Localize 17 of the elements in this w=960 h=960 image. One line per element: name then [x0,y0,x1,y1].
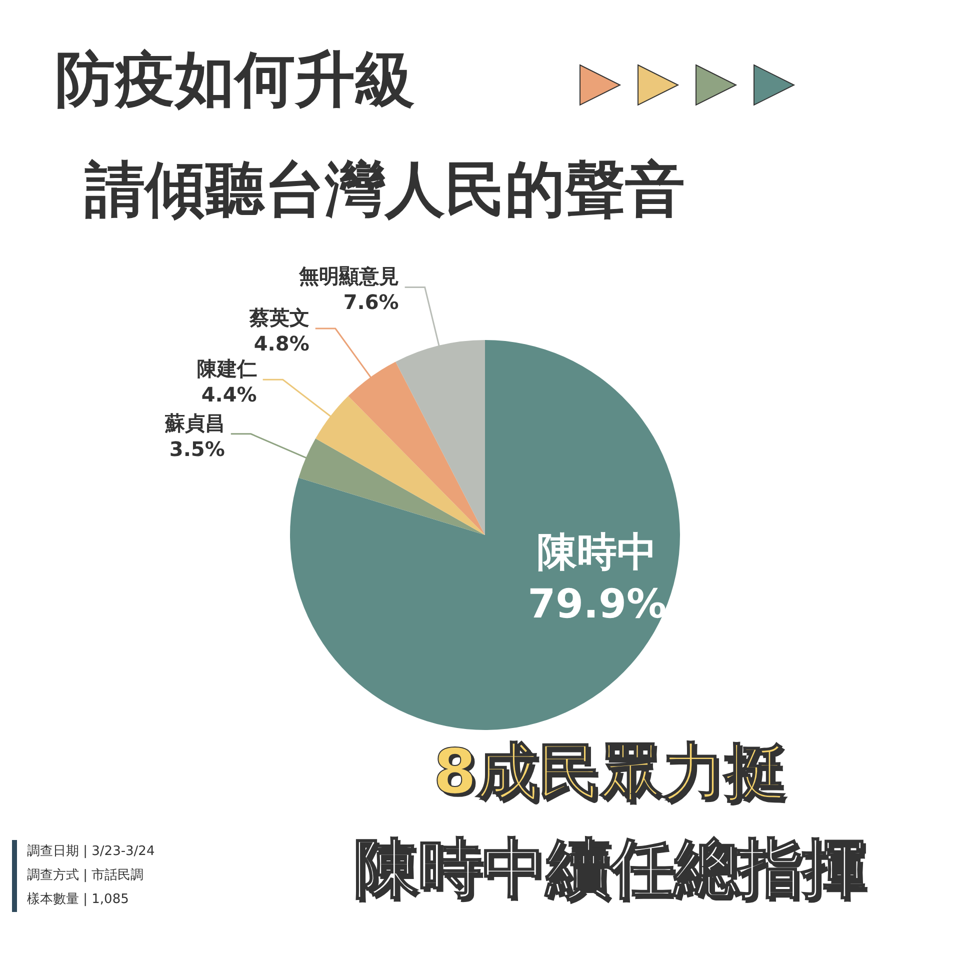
data-label: 4.8% [254,332,310,356]
data-label: 4.4% [201,382,257,407]
data-label: 7.6% [343,290,399,314]
slice-label: 陳建仁 [196,356,257,381]
text: 調查日期 | 3/23-3/24 [27,843,155,861]
text: 8成民眾力挺 [432,734,788,810]
chart-title: 防疫如何升級 [55,44,415,117]
slice-label: 無明顯意見 [298,264,399,288]
slice-label: 蔡英文 [248,306,310,330]
text: 調查方式 | 市話民調 [27,867,145,885]
data-label: 3.5% [169,436,225,461]
text: 陳時中續任總指揮 [353,831,868,908]
slice-label: 陳時中 [537,530,658,576]
chart-subtitle: 請傾聽台灣人民的聲音 [85,154,685,227]
data-label: 79.9% [528,582,667,628]
text: 樣本數量 | 1,085 [27,891,130,909]
slice-label: 蘇貞昌 [164,410,225,435]
